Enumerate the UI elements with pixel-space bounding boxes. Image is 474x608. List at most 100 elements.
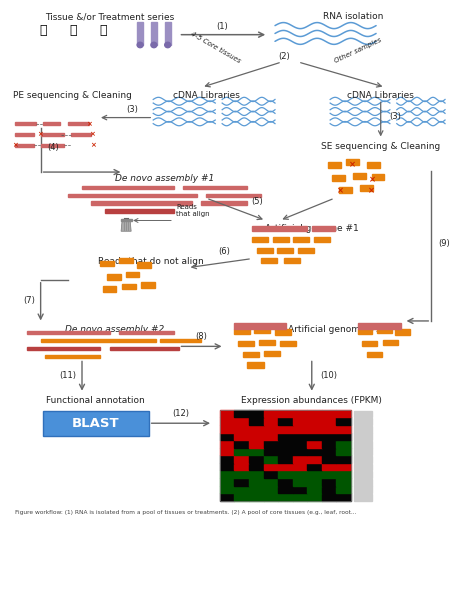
Bar [353, 173, 366, 179]
Text: Artificial genome #1: Artificial genome #1 [265, 224, 359, 233]
Text: 4-5 Core tissues: 4-5 Core tissues [189, 30, 241, 64]
Bar [336, 433, 351, 440]
Bar [354, 456, 372, 463]
Bar [278, 486, 292, 493]
Bar [336, 410, 351, 418]
Bar [278, 463, 292, 471]
Bar [346, 159, 359, 165]
Bar [160, 339, 201, 342]
Bar [234, 329, 250, 334]
Bar [252, 226, 307, 232]
Text: (5): (5) [251, 197, 263, 206]
Text: (10): (10) [320, 371, 337, 380]
Bar [278, 410, 292, 418]
Bar [307, 433, 322, 440]
Bar [249, 425, 264, 433]
Bar [322, 493, 336, 501]
Bar [68, 193, 197, 197]
Bar [292, 447, 307, 455]
Text: ×: × [91, 142, 96, 148]
Text: PE sequencing & Cleaning: PE sequencing & Cleaning [13, 91, 132, 100]
Bar [249, 486, 264, 493]
Bar [328, 162, 341, 168]
Bar [220, 418, 235, 425]
Bar [336, 440, 351, 447]
Bar [249, 463, 264, 471]
Bar [220, 410, 351, 501]
Bar [336, 418, 351, 425]
Bar [383, 340, 398, 345]
Bar [322, 447, 336, 455]
Bar [292, 486, 307, 493]
Bar [354, 471, 372, 478]
Text: Reads that do not align: Reads that do not align [98, 257, 204, 266]
Bar [336, 478, 351, 486]
Bar [220, 433, 235, 440]
Bar [264, 418, 278, 425]
Bar [264, 455, 278, 463]
Bar [234, 323, 286, 328]
Text: (7): (7) [23, 297, 35, 305]
Bar [322, 486, 336, 493]
Bar [119, 258, 133, 263]
Text: Reads
that align: Reads that align [176, 204, 210, 218]
Text: (3): (3) [389, 112, 401, 122]
Text: SE sequencing & Cleaning: SE sequencing & Cleaning [321, 142, 440, 151]
Bar [235, 455, 249, 463]
Bar [336, 447, 351, 455]
Text: De novo assembly #1: De novo assembly #1 [115, 174, 214, 183]
Text: ×: × [37, 131, 43, 137]
Bar [284, 258, 301, 263]
Bar [322, 433, 336, 440]
Bar [292, 410, 307, 418]
Text: cDNA Libraries: cDNA Libraries [347, 91, 414, 100]
Text: Figure workflow: (1) RNA is isolated from a pool of tissues or treatments. (2) A: Figure workflow: (1) RNA is isolated fro… [15, 510, 357, 515]
Bar [41, 143, 64, 147]
Bar [235, 447, 249, 455]
Bar [259, 340, 275, 345]
Bar [15, 143, 34, 147]
Text: (12): (12) [173, 409, 189, 418]
Text: ×: × [337, 185, 344, 195]
Bar [264, 410, 278, 418]
Bar [307, 493, 322, 501]
Text: Tissue &/or Treatment series: Tissue &/or Treatment series [45, 12, 174, 21]
Bar [103, 286, 117, 292]
Bar [137, 262, 151, 268]
Bar [220, 493, 235, 501]
Text: BLAST: BLAST [72, 416, 119, 430]
Bar [367, 162, 380, 168]
Bar [256, 247, 273, 253]
Bar [220, 447, 235, 455]
Bar [298, 247, 314, 253]
Bar [220, 410, 235, 418]
Text: 🌻: 🌻 [99, 24, 107, 37]
Bar [91, 201, 192, 205]
Bar [307, 447, 322, 455]
Bar [183, 185, 247, 189]
Bar [362, 341, 377, 347]
Text: ×: × [12, 142, 18, 148]
Bar [206, 193, 261, 197]
Bar [264, 433, 278, 440]
Bar [151, 22, 157, 45]
Text: Artificial genome #2: Artificial genome #2 [288, 325, 382, 334]
Text: Expression abundances (FPKM): Expression abundances (FPKM) [241, 396, 382, 405]
Text: (1): (1) [216, 22, 228, 30]
Text: (9): (9) [438, 239, 450, 248]
Bar [307, 486, 322, 493]
Bar [45, 354, 100, 358]
Bar [292, 455, 307, 463]
Text: Other samples: Other samples [333, 37, 382, 64]
Bar [235, 463, 249, 471]
Bar [275, 330, 291, 335]
Bar [377, 328, 392, 333]
Bar [126, 272, 139, 277]
Bar [292, 463, 307, 471]
Bar [278, 471, 292, 478]
Bar [27, 347, 100, 350]
Text: (11): (11) [60, 371, 77, 380]
Bar [336, 471, 351, 478]
Bar [354, 410, 372, 418]
Bar [235, 478, 249, 486]
